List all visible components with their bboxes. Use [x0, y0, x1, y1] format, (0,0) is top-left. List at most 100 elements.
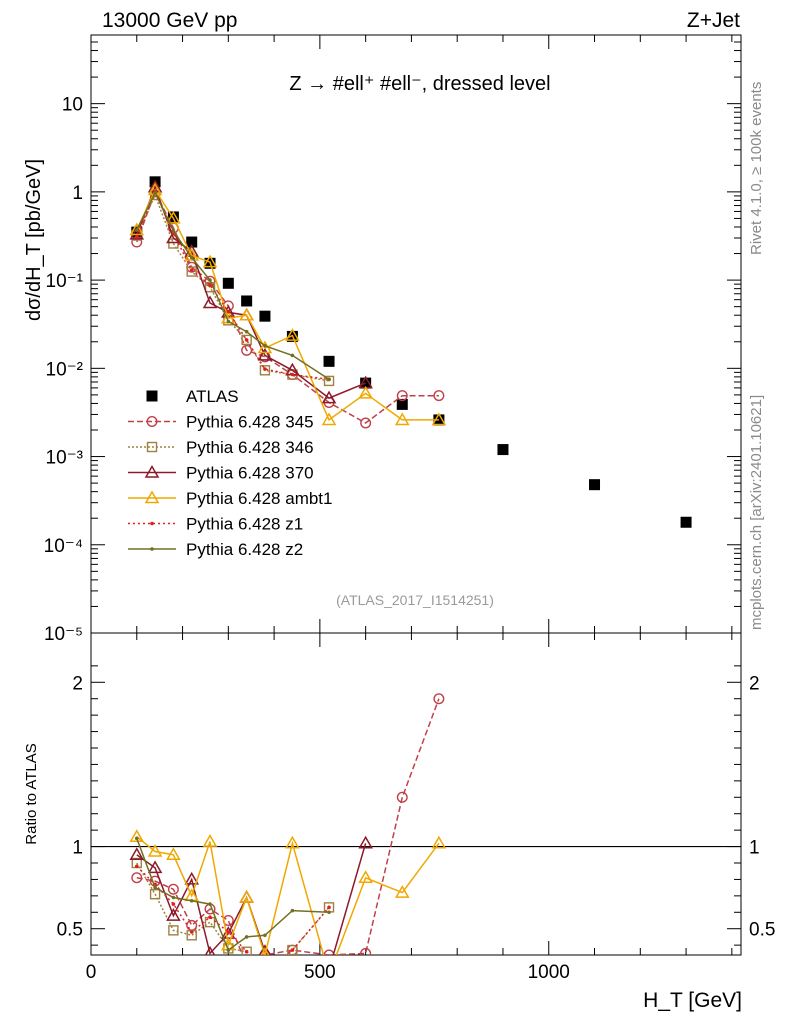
legend-marker [144, 464, 160, 478]
main-point [134, 228, 139, 232]
legend-label: ATLAS [186, 387, 239, 406]
ratio-ytick-label-right: 2 [749, 673, 760, 694]
ratio-series-group [129, 693, 447, 955]
main-series-line [136, 188, 439, 422]
main-point [394, 412, 410, 426]
main-point [680, 516, 692, 528]
main-point [244, 329, 249, 334]
main-ytick-label: 10 [62, 95, 83, 116]
ratio-point [171, 895, 176, 900]
legend-marker [144, 490, 160, 504]
ratio-xtick-label: 0 [86, 962, 97, 983]
legend-item: ATLAS [146, 387, 239, 406]
ratio-point [184, 871, 199, 885]
main-point [189, 268, 194, 272]
main-ytick-label: 10⁻³ [46, 448, 84, 469]
ratio-point [147, 860, 163, 874]
xlabel: H_T [GeV] [643, 989, 742, 1012]
main-ylabel: dσ/dH_T [pb/GeV] [23, 159, 45, 321]
main-point [360, 417, 372, 429]
ratio-point [153, 885, 157, 890]
main-point [189, 255, 194, 260]
ratio-point [202, 834, 218, 847]
ratio-point [226, 930, 231, 934]
legend: ATLAS Pythia 6.428 345 Pythia 6.428 346 Pyt… [128, 387, 332, 559]
main-point [202, 254, 218, 268]
main-point [290, 353, 295, 358]
main-point [241, 295, 253, 307]
legend-item: Pythia 6.428 ambt1 [128, 489, 332, 508]
main-series-line [136, 190, 439, 424]
main-point [208, 283, 212, 287]
ratio-point [204, 945, 216, 955]
main-point [589, 479, 601, 491]
ratio-point [171, 902, 176, 906]
ratio-ytick-label-right: 1 [749, 838, 760, 859]
main-point [167, 211, 179, 223]
main-ytick-label: 10⁻⁴ [44, 536, 83, 557]
main-point [134, 234, 139, 239]
legend-marker [146, 441, 158, 453]
ratio-point [287, 944, 298, 955]
main-point [259, 310, 271, 322]
ratio-point [166, 908, 181, 921]
ratio-point [285, 835, 300, 849]
main-point [323, 375, 335, 387]
ratio-series-5 [134, 836, 331, 952]
legend-item: Pythia 6.428 z2 [128, 540, 303, 559]
ratio-point [260, 947, 270, 955]
main-point [186, 266, 197, 277]
main-ytick-label: 10⁻² [46, 359, 84, 380]
main-point [244, 338, 249, 342]
ratio-xtick-label: 500 [304, 962, 336, 983]
ratio-point [244, 935, 249, 939]
ratio-series-line [136, 862, 330, 955]
legend-item: Pythia 6.428 z1 [128, 515, 303, 534]
ratio-series-line [136, 836, 440, 955]
main-point [321, 412, 337, 426]
ratio-panel-frame [90, 632, 742, 956]
ratio-point [149, 889, 161, 900]
header-left: 13000 GeV pp [102, 9, 237, 32]
ratio-point [208, 902, 212, 906]
legend-label: Pythia 6.428 z1 [186, 515, 303, 534]
ratio-series-2 [129, 835, 373, 955]
main-point [129, 226, 145, 240]
ratio-point [131, 872, 143, 884]
main-point [204, 282, 216, 293]
ratio-point [396, 791, 408, 803]
legend-item: Pythia 6.428 346 [128, 438, 314, 457]
ratio-point [394, 885, 410, 898]
ratio-series-line [136, 865, 330, 955]
ratio-point [244, 949, 249, 954]
main-point [327, 377, 331, 382]
main-point [360, 377, 372, 389]
legend-label: Pythia 6.428 345 [186, 413, 314, 432]
ratio-point [167, 883, 179, 895]
main-series-6 [134, 190, 331, 382]
ratio-point [258, 944, 272, 955]
main-point [396, 390, 408, 402]
legend-label: Pythia 6.428 z2 [186, 540, 303, 559]
ratio-series-0 [131, 693, 445, 955]
main-point [129, 222, 145, 236]
main-ytick-label: 10⁻⁵ [44, 624, 83, 645]
main-series-line [136, 190, 330, 380]
legend-marker [146, 416, 158, 428]
ratio-series-4 [134, 864, 331, 955]
ratio-point [358, 835, 373, 849]
main-ytick-label: 10⁻¹ [46, 271, 84, 292]
main-point [131, 226, 143, 238]
main-point [171, 229, 176, 233]
ratio-point [323, 949, 335, 955]
ratio-point [134, 864, 139, 869]
legend-marker [150, 521, 154, 526]
ratio-point [226, 948, 231, 952]
ratio-xtick-label: 1000 [528, 962, 570, 983]
analysis-watermark: (ATLAS_2017_I1514251) [336, 592, 494, 608]
main-point [285, 328, 300, 341]
ratio-ytick-label: 0.5 [57, 920, 83, 941]
main-point [241, 334, 252, 346]
main-point [396, 398, 408, 410]
